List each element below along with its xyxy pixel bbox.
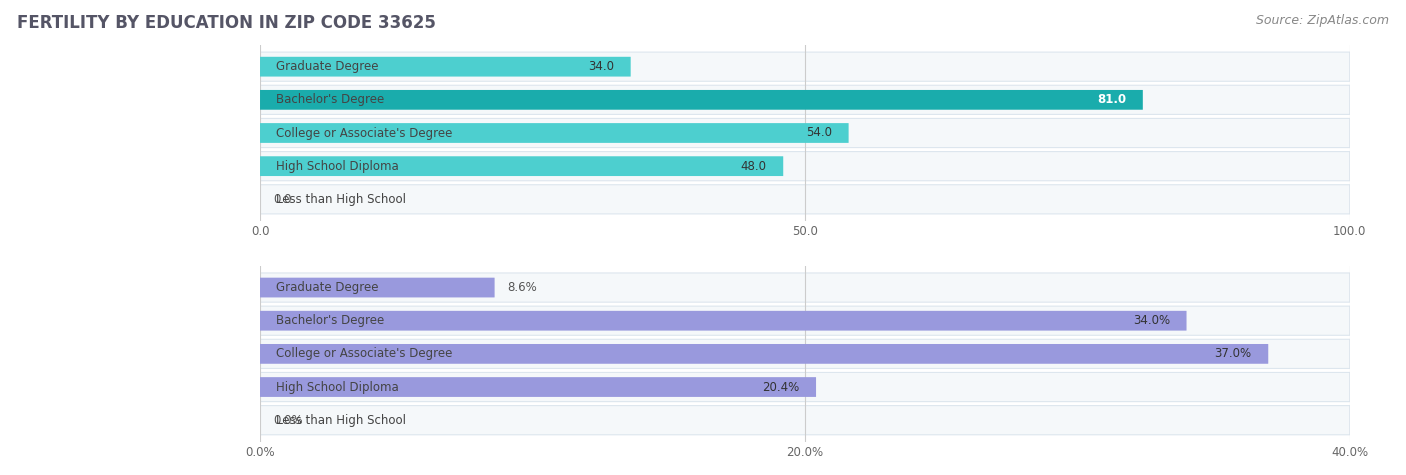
- FancyBboxPatch shape: [260, 156, 783, 176]
- Text: Source: ZipAtlas.com: Source: ZipAtlas.com: [1256, 14, 1389, 27]
- Text: Less than High School: Less than High School: [277, 193, 406, 206]
- Text: 34.0%: 34.0%: [1133, 314, 1170, 327]
- Text: High School Diploma: High School Diploma: [277, 380, 399, 393]
- FancyBboxPatch shape: [260, 372, 1350, 402]
- Text: 8.6%: 8.6%: [508, 281, 537, 294]
- Text: Graduate Degree: Graduate Degree: [277, 281, 380, 294]
- Text: Graduate Degree: Graduate Degree: [277, 60, 380, 73]
- Text: Bachelor's Degree: Bachelor's Degree: [277, 94, 385, 106]
- Text: 81.0: 81.0: [1097, 94, 1126, 106]
- FancyBboxPatch shape: [260, 311, 1187, 331]
- Text: FERTILITY BY EDUCATION IN ZIP CODE 33625: FERTILITY BY EDUCATION IN ZIP CODE 33625: [17, 14, 436, 32]
- FancyBboxPatch shape: [260, 90, 1143, 110]
- FancyBboxPatch shape: [260, 123, 849, 143]
- Text: 48.0: 48.0: [741, 160, 766, 172]
- FancyBboxPatch shape: [260, 185, 1350, 214]
- FancyBboxPatch shape: [260, 406, 1350, 435]
- FancyBboxPatch shape: [260, 278, 495, 297]
- Text: College or Associate's Degree: College or Associate's Degree: [277, 126, 453, 140]
- Text: 20.4%: 20.4%: [762, 380, 800, 393]
- FancyBboxPatch shape: [260, 344, 1268, 364]
- Text: 34.0: 34.0: [588, 60, 614, 73]
- FancyBboxPatch shape: [260, 339, 1350, 369]
- FancyBboxPatch shape: [260, 377, 815, 397]
- Text: Bachelor's Degree: Bachelor's Degree: [277, 314, 385, 327]
- FancyBboxPatch shape: [260, 118, 1350, 148]
- FancyBboxPatch shape: [260, 152, 1350, 181]
- FancyBboxPatch shape: [260, 57, 631, 76]
- Text: College or Associate's Degree: College or Associate's Degree: [277, 347, 453, 361]
- Text: 37.0%: 37.0%: [1215, 347, 1251, 361]
- FancyBboxPatch shape: [260, 306, 1350, 335]
- Text: High School Diploma: High School Diploma: [277, 160, 399, 172]
- FancyBboxPatch shape: [260, 52, 1350, 81]
- FancyBboxPatch shape: [260, 273, 1350, 302]
- Text: 54.0: 54.0: [806, 126, 832, 140]
- FancyBboxPatch shape: [260, 85, 1350, 114]
- Text: 0.0: 0.0: [273, 193, 291, 206]
- Text: 0.0%: 0.0%: [273, 414, 302, 427]
- Text: Less than High School: Less than High School: [277, 414, 406, 427]
